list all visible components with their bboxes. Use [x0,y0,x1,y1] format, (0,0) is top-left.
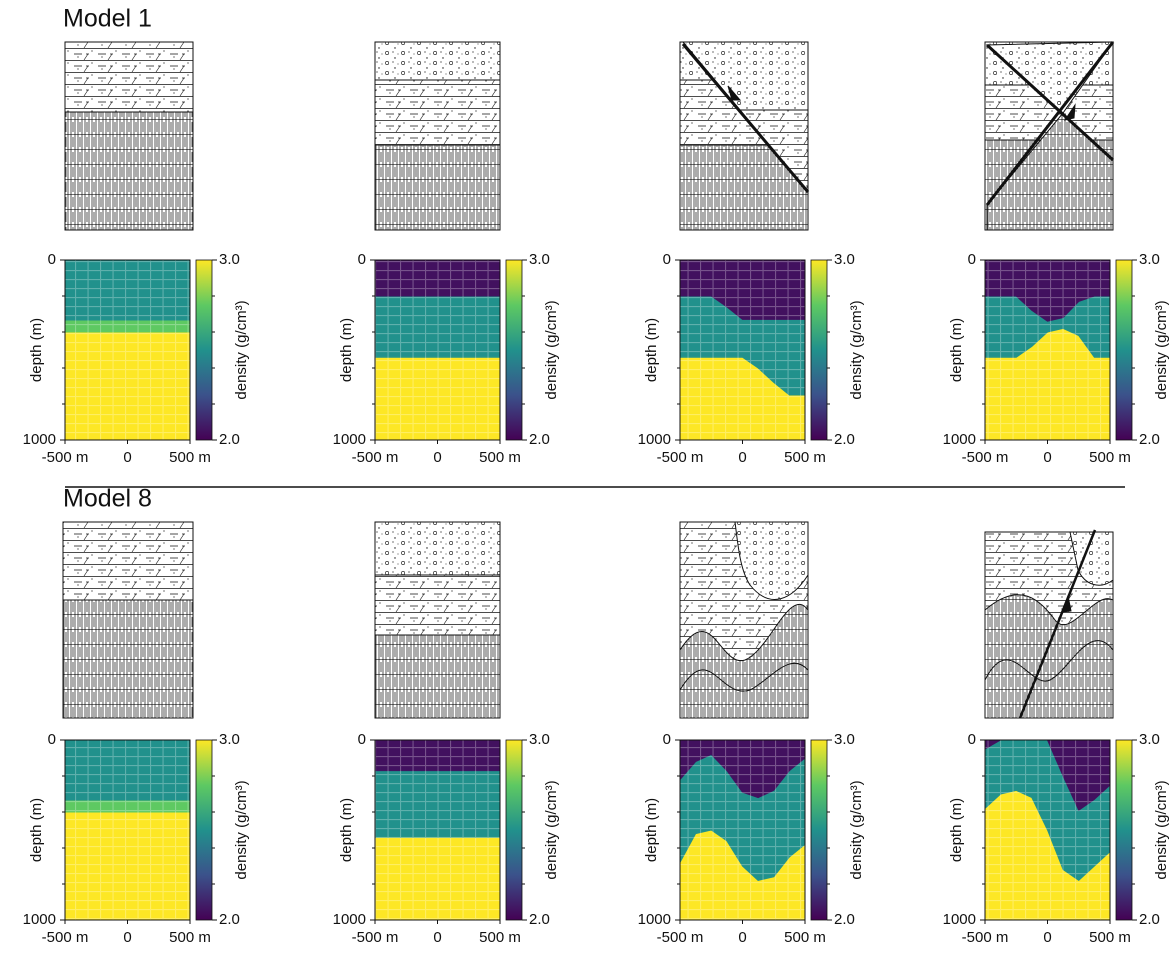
y-axis-label: depth (m) [28,798,45,862]
y-tick-label: 0 [663,251,671,268]
y-tick-label: 0 [48,731,56,748]
x-tick-label: 0 [433,929,441,946]
y-tick-label: 0 [968,251,976,268]
colorbar-tick-label: 2.0 [1139,431,1160,448]
x-tick-label: 0 [1043,449,1051,466]
geology-sketch [374,521,501,719]
x-tick-label: -500 m [657,449,704,466]
x-tick-label: 0 [433,449,441,466]
x-tick-label: 500 m [169,929,211,946]
model-title: Model 8 [63,485,152,513]
colorbar-tick-label: 3.0 [219,251,240,268]
y-tick-label: 0 [663,731,671,748]
geology-sketch [984,41,1115,231]
y-axis-label: depth (m) [338,318,355,382]
colorbar [810,259,828,441]
geology-sketch [679,41,810,231]
geology-sketch [62,521,194,719]
x-tick-label: 500 m [1089,929,1131,946]
x-tick-label: -500 m [42,449,89,466]
y-tick-label: 1000 [638,911,671,928]
x-tick-label: 0 [123,449,131,466]
colorbar [1115,739,1133,921]
y-tick-label: 0 [968,731,976,748]
mesh [65,260,190,440]
x-tick-label: -500 m [352,449,399,466]
x-tick-label: -500 m [657,929,704,946]
x-tick-label: -500 m [962,929,1009,946]
colorbar-tick-label: 3.0 [1139,251,1160,268]
mesh [985,740,1110,920]
colorbar-label: density (g/cm³) [233,780,250,879]
colorbar-tick-label: 2.0 [219,431,240,448]
x-tick-label: 0 [123,929,131,946]
geology-sketch [679,521,809,719]
colorbar-tick-label: 2.0 [219,911,240,928]
geology-sketch [64,41,194,231]
mesh [985,260,1110,440]
y-axis-label: depth (m) [643,318,660,382]
geology-sketch [984,529,1114,719]
colorbar-tick-label: 3.0 [834,731,855,748]
mesh [375,740,500,920]
colorbar [505,739,523,921]
colorbar-label: density (g/cm³) [233,300,250,399]
x-tick-label: 500 m [1089,449,1131,466]
y-axis-label: depth (m) [28,318,45,382]
y-axis-label: depth (m) [643,798,660,862]
x-tick-label: -500 m [42,929,89,946]
x-tick-label: 500 m [784,449,826,466]
mesh [680,260,805,440]
x-tick-label: 0 [1043,929,1051,946]
colorbar-label: density (g/cm³) [848,780,865,879]
colorbar-tick-label: 3.0 [834,251,855,268]
y-tick-label: 1000 [333,911,366,928]
x-tick-label: 500 m [479,929,521,946]
colorbar [1115,259,1133,441]
colorbar-tick-label: 3.0 [1139,731,1160,748]
y-tick-label: 1000 [638,431,671,448]
mesh [65,740,190,920]
colorbar-label: density (g/cm³) [543,300,560,399]
colorbar-tick-label: 2.0 [529,431,550,448]
x-tick-label: -500 m [962,449,1009,466]
x-tick-label: 500 m [169,449,211,466]
y-tick-label: 0 [358,731,366,748]
mesh [680,740,805,920]
y-axis-label: depth (m) [948,798,965,862]
colorbar-tick-label: 3.0 [529,731,550,748]
colorbar-label: density (g/cm³) [1153,300,1170,399]
y-tick-label: 0 [358,251,366,268]
mesh [375,260,500,440]
colorbar-label: density (g/cm³) [848,300,865,399]
colorbar-tick-label: 3.0 [219,731,240,748]
colorbar [810,739,828,921]
colorbar-label: density (g/cm³) [543,780,560,879]
colorbar [195,259,213,441]
colorbar-tick-label: 2.0 [834,431,855,448]
x-tick-label: 0 [738,929,746,946]
x-tick-label: -500 m [352,929,399,946]
x-tick-label: 500 m [479,449,521,466]
colorbar-tick-label: 2.0 [529,911,550,928]
colorbar-label: density (g/cm³) [1153,780,1170,879]
y-tick-label: 0 [48,251,56,268]
colorbar [505,259,523,441]
x-tick-label: 500 m [784,929,826,946]
colorbar-tick-label: 3.0 [529,251,550,268]
y-tick-label: 1000 [23,431,56,448]
y-tick-label: 1000 [943,431,976,448]
y-tick-label: 1000 [943,911,976,928]
colorbar-tick-label: 2.0 [1139,911,1160,928]
y-axis-label: depth (m) [338,798,355,862]
colorbar [195,739,213,921]
y-tick-label: 1000 [333,431,366,448]
y-axis-label: depth (m) [948,318,965,382]
model-title: Model 1 [63,5,152,33]
geology-sketch [374,41,501,231]
y-tick-label: 1000 [23,911,56,928]
colorbar-tick-label: 2.0 [834,911,855,928]
x-tick-label: 0 [738,449,746,466]
